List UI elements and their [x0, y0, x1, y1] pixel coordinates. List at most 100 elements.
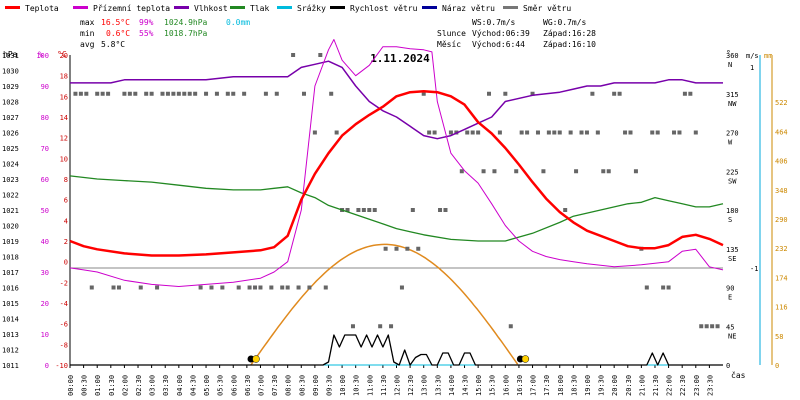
legend-humidity: Vlhkost	[194, 4, 228, 13]
direction-tick-degree: 180	[726, 207, 739, 215]
pressure-tick-label: 1028	[2, 99, 19, 107]
wind-direction-point	[699, 324, 704, 329]
rain-tick-label: 348	[775, 187, 788, 195]
temperature-tick-label: 20	[60, 52, 68, 60]
direction-tick-degree: 315	[726, 91, 739, 99]
sun-marker	[521, 355, 530, 363]
axis-title-rain: mm	[764, 52, 772, 60]
legend-swatch-pressure	[230, 6, 245, 9]
direction-tick-compass: E	[728, 294, 732, 302]
wind-direction-point	[557, 130, 562, 135]
wind-direction-point	[672, 130, 677, 135]
stats-min-temp: 0.6°C	[106, 29, 130, 38]
time-tick-label: 14:00	[448, 375, 456, 396]
direction-tick-degree: 0	[726, 362, 730, 370]
axis-title-time: čas	[731, 370, 746, 380]
temperature-tick-label: -8	[60, 341, 68, 349]
time-tick-label: 08:00	[285, 375, 293, 396]
time-tick-label: 21:00	[638, 375, 646, 396]
wind-direction-point	[459, 169, 464, 174]
time-tick-label: 13:30	[434, 375, 442, 396]
wind-direction-point	[704, 324, 709, 329]
time-tick-label: 19:00	[584, 375, 592, 396]
pressure-tick-label: 1014	[2, 316, 19, 324]
wind-direction-point	[525, 130, 530, 135]
wind-direction-point	[187, 91, 192, 96]
wind-direction-point	[383, 246, 388, 251]
humidity-tick-label: 80	[41, 114, 49, 122]
wind-direction-point	[149, 91, 154, 96]
sun-marker	[252, 355, 260, 363]
wind-direction-point	[655, 130, 660, 135]
legend: Teplota Přízemní teplota Vlhkost Tlak Sr…	[5, 4, 571, 13]
pressure-tick-label: 1016	[2, 285, 19, 293]
wind-direction-point	[350, 324, 355, 329]
wind-direction-point	[361, 208, 366, 212]
wind-direction-point	[612, 91, 617, 96]
wind-direction-point	[204, 91, 209, 96]
wind-direction-point	[323, 285, 328, 290]
wind-direction-point	[399, 285, 404, 290]
wind-direction-point	[508, 324, 513, 329]
sun-elevation-curve	[250, 243, 519, 366]
legend-swatch-wind-speed	[330, 6, 345, 9]
legend-swatch-wind-gust	[422, 6, 437, 9]
wind-direction-point	[481, 169, 486, 174]
wind-direction-point	[291, 53, 296, 57]
humidity-tick-label: 10	[41, 331, 49, 339]
info-wg: WG:0.7m/s	[543, 18, 587, 27]
pressure-tick-label: 1031	[2, 52, 19, 60]
info-ws: WS:0.7m/s	[472, 18, 516, 27]
wind-direction-point	[497, 130, 502, 135]
time-tick-label: 12:00	[394, 375, 402, 396]
time-tick-label: 11:30	[380, 375, 388, 396]
time-tick-label: 07:30	[271, 375, 279, 396]
wind-direction-point	[530, 91, 535, 96]
rain-tick-label: 58	[775, 333, 783, 341]
time-tick-label: 02:30	[135, 375, 143, 396]
temperature-tick-label: -4	[60, 300, 68, 308]
wind-direction-point	[487, 91, 492, 96]
wind-direction-point	[693, 130, 698, 135]
time-tick-label: 23:30	[706, 375, 714, 396]
time-tick-label: 16:30	[516, 375, 524, 396]
humidity-tick-label: 0	[45, 362, 49, 370]
stats-max-rain: 0.0mm	[226, 18, 250, 27]
pressure-tick-label: 1018	[2, 254, 19, 262]
wind-direction-point	[247, 285, 252, 290]
wind-direction-point	[242, 91, 247, 96]
time-tick-label: 06:00	[230, 375, 238, 396]
pressure-tick-label: 1021	[2, 207, 19, 215]
wind-direction-point	[563, 208, 568, 212]
direction-tick-compass: S	[728, 216, 732, 224]
wind-direction-point	[285, 285, 290, 290]
temperature-tick-label: -10	[55, 362, 68, 370]
direction-tick-compass: NW	[728, 100, 737, 108]
time-tick-label: 01:00	[94, 375, 102, 396]
wind-direction-point	[476, 130, 481, 135]
direction-tick-degree: 225	[726, 168, 739, 176]
temperature-tick-label: 2	[64, 238, 68, 246]
wind-direction-point	[661, 285, 666, 290]
wind-direction-point	[209, 285, 214, 290]
time-tick-label: 17:30	[543, 375, 551, 396]
stats-max-press: 1024.9hPa	[164, 18, 208, 27]
time-tick-label: 20:00	[611, 375, 619, 396]
info-moonset: Západ:16:10	[543, 40, 596, 49]
wind-direction-point	[263, 91, 268, 96]
pressure-tick-label: 1029	[2, 83, 19, 91]
direction-tick-degree: 360	[726, 52, 739, 60]
wind-direction-point	[584, 130, 589, 135]
info-moon-label: Měsíc	[437, 40, 461, 49]
wind-direction-point	[236, 285, 241, 290]
pressure-tick-label: 1011	[2, 362, 19, 370]
time-tick-label: 13:00	[421, 375, 429, 396]
wind-direction-point	[438, 208, 443, 212]
rain-tick-label: 290	[775, 216, 788, 224]
time-tick-label: 09:30	[325, 375, 333, 396]
wind-direction-point	[601, 169, 606, 174]
wind-direction-point	[165, 91, 170, 96]
wind-direction-point	[171, 91, 176, 96]
temperature-tick-label: 6	[64, 197, 68, 205]
